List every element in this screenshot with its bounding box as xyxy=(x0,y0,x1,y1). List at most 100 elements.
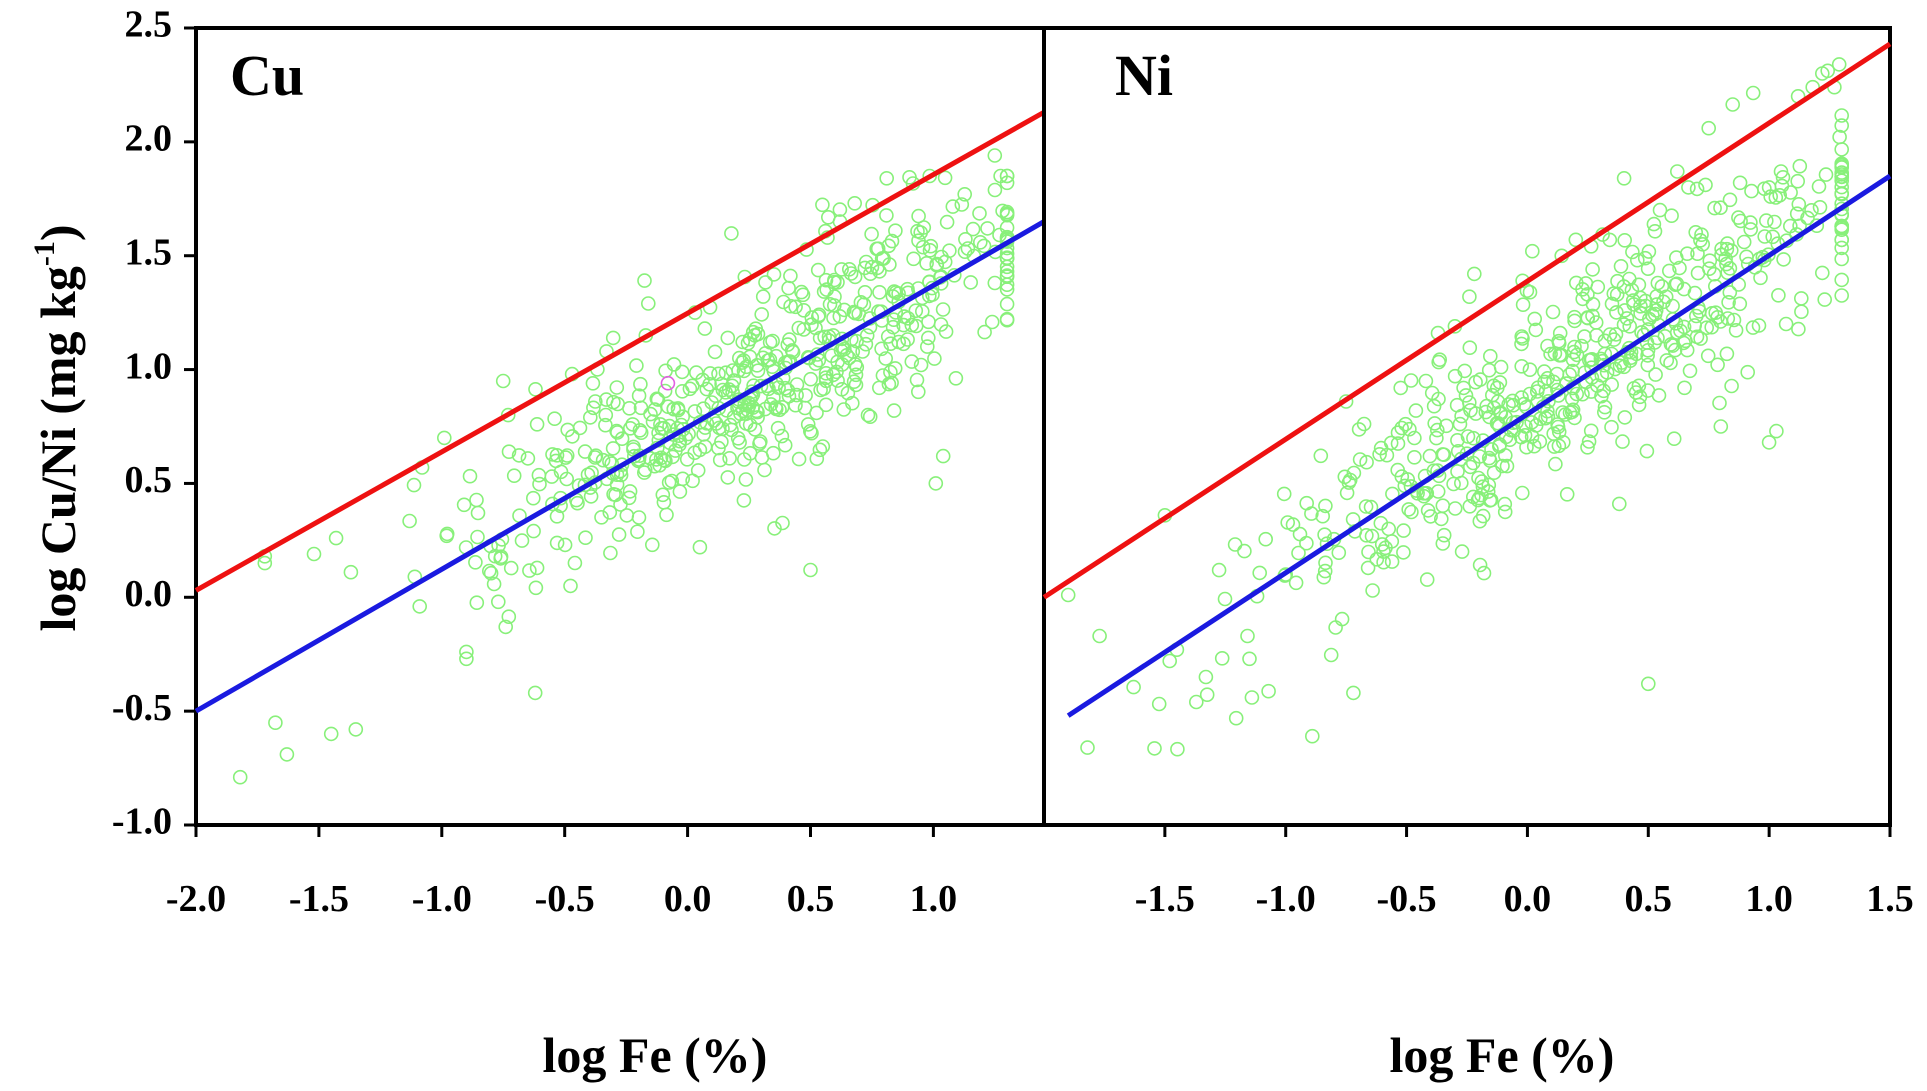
scatter-point xyxy=(720,470,736,485)
scatter-point xyxy=(1613,258,1629,274)
scatter-point xyxy=(798,388,813,403)
scatter-point xyxy=(958,232,973,247)
scatter-point xyxy=(1361,544,1376,560)
scatter-point xyxy=(1463,459,1478,475)
y-tick-label: 2.5 xyxy=(125,4,173,46)
scatter-point xyxy=(1640,357,1656,373)
scatter-point xyxy=(1390,462,1405,478)
scatter-point xyxy=(343,564,359,580)
scatter-point xyxy=(1617,303,1633,318)
scatter-point xyxy=(1316,569,1332,585)
scatter-point xyxy=(834,262,849,277)
scatter-point xyxy=(1594,367,1610,383)
scatter-point xyxy=(754,307,770,322)
scatter-point xyxy=(1568,232,1584,248)
scatter-point xyxy=(809,451,825,467)
scatter-point xyxy=(1562,367,1577,382)
scatter-point xyxy=(736,493,752,508)
scatter-point xyxy=(776,294,791,310)
scatter-point xyxy=(1687,285,1703,301)
scatter-point xyxy=(1831,57,1847,72)
scatter-point xyxy=(528,580,544,596)
scatter-point xyxy=(1659,353,1675,368)
scatter-point xyxy=(1625,293,1641,308)
scatter-point xyxy=(788,299,803,315)
scatter-point xyxy=(549,508,565,524)
upper-fit-line xyxy=(194,110,1046,593)
scatter-point xyxy=(1384,554,1400,569)
scatter-point xyxy=(1358,499,1374,514)
scatter-point xyxy=(1698,177,1713,193)
scatter-point xyxy=(1597,399,1613,415)
scatter-point xyxy=(848,367,864,383)
scatter-point xyxy=(1537,364,1552,379)
scatter-point xyxy=(1622,318,1637,334)
scatter-point xyxy=(1791,197,1807,212)
scatter-point xyxy=(1456,380,1471,396)
scatter-point xyxy=(1817,292,1832,307)
scatter-point xyxy=(1834,142,1849,157)
scatter-point xyxy=(1364,528,1380,544)
scatter-point xyxy=(1578,276,1594,291)
scatter-point xyxy=(1641,676,1656,692)
scatter-point xyxy=(999,168,1015,184)
scatter-point xyxy=(1458,388,1474,403)
scatter-point xyxy=(1479,398,1494,414)
scatter-point xyxy=(609,380,625,395)
scatter-point xyxy=(803,371,819,387)
scatter-point xyxy=(797,400,813,416)
scatter-point xyxy=(1719,256,1734,272)
scatter-point xyxy=(718,365,734,381)
scatter-point xyxy=(857,260,873,276)
scatter-point xyxy=(832,202,848,217)
scatter-point xyxy=(598,407,614,423)
scatter-point xyxy=(843,266,859,281)
scatter-point xyxy=(1540,338,1555,354)
scatter-point xyxy=(752,436,767,451)
scatter-point xyxy=(529,416,545,432)
scatter-point xyxy=(810,262,826,278)
upper-fit-line xyxy=(1042,41,1892,600)
scatter-point xyxy=(1342,472,1358,488)
lower-fit-line xyxy=(194,219,1046,714)
scatter-point xyxy=(1679,342,1695,358)
scatter-point xyxy=(1834,232,1849,248)
scatter-point xyxy=(1834,118,1849,133)
scatter-point xyxy=(1743,222,1758,237)
scatter-point xyxy=(637,273,652,288)
scatter-point xyxy=(755,289,771,304)
scatter-point xyxy=(1745,320,1761,335)
scatter-point xyxy=(640,296,656,311)
scatter-point xyxy=(919,255,934,271)
scatter-point xyxy=(1771,287,1786,303)
scatter-point xyxy=(1732,296,1748,312)
scatter-point xyxy=(1736,234,1752,250)
scatter-point xyxy=(1581,434,1597,449)
scatter-point xyxy=(945,199,961,214)
scatter-point xyxy=(929,257,945,273)
scatter-point xyxy=(803,562,818,578)
scatter-point xyxy=(720,330,736,346)
scatter-point xyxy=(605,330,621,346)
scatter-point xyxy=(1276,486,1292,502)
scatter-point xyxy=(1416,488,1432,504)
scatter-point xyxy=(1408,403,1424,418)
scatter-point xyxy=(1693,233,1708,248)
x-tick-label: -2.0 xyxy=(166,878,226,920)
scatter-point xyxy=(470,529,485,545)
scatter-point xyxy=(1471,470,1486,486)
scatter-point xyxy=(800,417,816,432)
scatter-point xyxy=(1551,336,1567,351)
scatter-point xyxy=(490,594,506,610)
scatter-point xyxy=(1800,210,1815,226)
scatter-point xyxy=(586,400,601,416)
scatter-point xyxy=(1606,332,1622,347)
scatter-point xyxy=(999,296,1015,312)
scatter-point xyxy=(527,685,543,701)
scatter-point xyxy=(1759,213,1774,228)
scatter-point xyxy=(1214,650,1230,666)
scatter-point xyxy=(1673,323,1688,339)
scatter-point xyxy=(766,267,782,282)
scatter-point xyxy=(661,475,677,490)
scatter-point xyxy=(1834,251,1849,267)
